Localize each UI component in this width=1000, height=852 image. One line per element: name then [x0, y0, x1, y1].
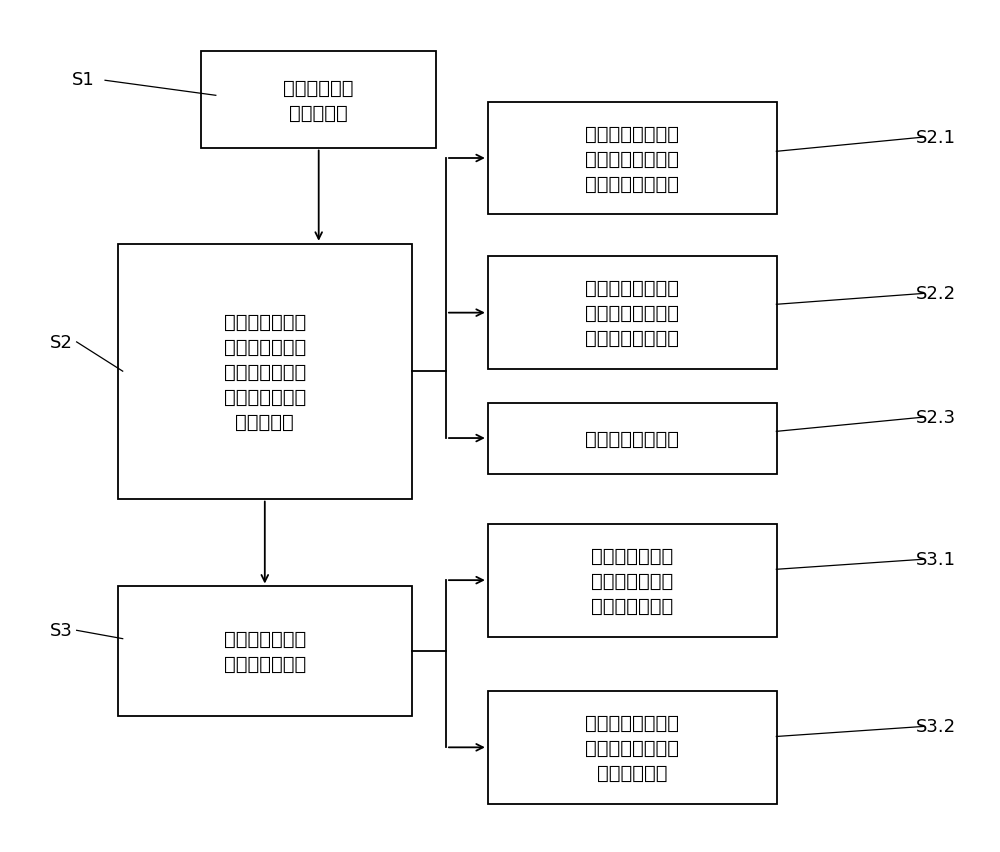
Text: 根据荧光图像，
计算并标定摄像
设备的采样值与
荧光强度值的线
性函数斜率: 根据荧光图像， 计算并标定摄像 设备的采样值与 荧光强度值的线 性函数斜率 — [224, 313, 306, 431]
Text: 根据保留下的图像
与线性函数斜率计
算荧光强度值: 根据保留下的图像 与线性函数斜率计 算荧光强度值 — [585, 713, 679, 782]
Text: S2: S2 — [50, 333, 72, 352]
Text: 计算正常工况浓度
磁悬液时十字痕迹
的亮度和荧光强度: 计算正常工况浓度 磁悬液时十字痕迹 的亮度和荧光强度 — [585, 279, 679, 348]
Text: 亮度和均匀度筛
选，保留荧光饱
满、均匀的图像: 亮度和均匀度筛 选，保留荧光饱 满、均匀的图像 — [591, 546, 673, 615]
Text: 计算工况下限浓度
磁悬液时十字痕迹
的亮度和荧光强度: 计算工况下限浓度 磁悬液时十字痕迹 的亮度和荧光强度 — [585, 124, 679, 193]
Text: S2.3: S2.3 — [916, 409, 956, 427]
Bar — [118, 587, 412, 717]
Text: S3: S3 — [50, 622, 72, 640]
Text: S3.1: S3.1 — [916, 550, 956, 568]
Text: 计算线性函数斜率: 计算线性函数斜率 — [585, 429, 679, 448]
Text: S2.1: S2.1 — [916, 129, 956, 147]
Text: S3.2: S3.2 — [916, 717, 956, 735]
Text: S2.2: S2.2 — [916, 285, 956, 303]
Bar — [488, 524, 777, 636]
Text: 采集被测工件
的荧光图像: 采集被测工件 的荧光图像 — [283, 78, 354, 123]
Bar — [118, 245, 412, 499]
Bar — [488, 691, 777, 803]
Text: S1: S1 — [72, 71, 95, 89]
Bar — [488, 257, 777, 370]
Text: 利用线性函数斜
率计算荧光强度: 利用线性函数斜 率计算荧光强度 — [224, 630, 306, 673]
Bar — [488, 102, 777, 216]
Bar — [201, 52, 436, 148]
Bar — [488, 403, 777, 474]
